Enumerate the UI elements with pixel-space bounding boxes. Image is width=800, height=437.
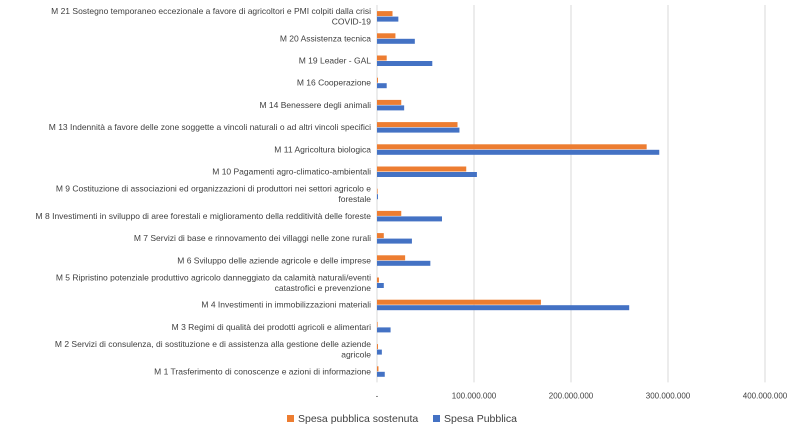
x-tick-label: 100.000.000 <box>452 391 497 400</box>
category-label-line: M 11 Agricoltura biologica <box>274 144 371 154</box>
bar-spesa-pubblica <box>377 349 382 355</box>
category-label: M 4 Investimenti in immobilizzazioni mat… <box>201 300 371 310</box>
bar-spesa-pubblica-sostenuta <box>377 344 378 350</box>
category-label-line: M 8 Investimenti in sviluppo di aree for… <box>36 211 372 221</box>
bar-spesa-pubblica-sostenuta <box>377 55 387 61</box>
bar-spesa-pubblica <box>377 260 431 266</box>
bar-spesa-pubblica <box>377 172 477 177</box>
category-label: M 20 Assistenza tecnica <box>280 33 371 43</box>
category-label-line: M 4 Investimenti in immobilizzazioni mat… <box>201 300 371 310</box>
bar-spesa-pubblica-sostenuta <box>377 321 378 327</box>
category-label: M 7 Servizi di base e rinnovamento dei v… <box>134 233 371 243</box>
category-label-line: M 2 Servizi di consulenza, di sostituzio… <box>55 339 371 349</box>
bar-spesa-pubblica-sostenuta <box>377 188 378 194</box>
category-label-line: M 19 Leader - GAL <box>299 56 372 66</box>
x-tick-label: 300.000.000 <box>646 391 691 400</box>
bar-spesa-pubblica <box>377 216 442 222</box>
bar-spesa-pubblica <box>377 16 399 22</box>
category-label: M 5 Ripristino potenziale produttivo agr… <box>56 272 371 293</box>
x-tick-label: 400.000.000 <box>743 391 788 400</box>
bar-spesa-pubblica <box>377 38 415 44</box>
category-label-line: M 3 Regimi di qualità dei prodotti agric… <box>172 322 371 332</box>
bar-spesa-pubblica <box>377 127 460 133</box>
bar-spesa-pubblica-sostenuta <box>377 33 396 39</box>
category-label-line: COVID-19 <box>332 16 371 26</box>
legend: Spesa pubblica sostenuta Spesa Pubblica <box>287 413 517 425</box>
bar-spesa-pubblica-sostenuta <box>377 210 402 216</box>
category-label: M 16 Cooperazione <box>297 78 371 88</box>
bar-spesa-pubblica-sostenuta <box>377 77 378 83</box>
bar-spesa-pubblica <box>377 105 405 111</box>
bar-spesa-pubblica <box>377 327 391 333</box>
category-label-line: M 1 Trasferimento di conoscenze e azioni… <box>154 366 371 376</box>
bar-spesa-pubblica <box>377 371 385 377</box>
category-label: M 10 Pagamenti agro-climatico-ambientali <box>212 167 371 177</box>
category-label: M 13 Indennità a favore delle zone sogge… <box>49 122 371 132</box>
category-label: M 1 Trasferimento di conoscenze e azioni… <box>154 366 371 376</box>
category-label-line: M 10 Pagamenti agro-climatico-ambientali <box>212 167 371 177</box>
category-label-line: forestale <box>338 194 371 204</box>
category-label: M 11 Agricoltura biologica <box>274 144 371 154</box>
legend-swatch <box>433 415 440 422</box>
category-label-line: M 5 Ripristino potenziale produttivo agr… <box>56 272 371 282</box>
category-label-line: M 20 Assistenza tecnica <box>280 33 371 43</box>
bar-spesa-pubblica <box>377 83 387 89</box>
category-label: M 21 Sostegno temporaneo eccezionale a f… <box>51 6 371 27</box>
bar-spesa-pubblica <box>377 238 412 244</box>
bar-spesa-pubblica <box>377 305 630 311</box>
category-label-line: M 13 Indennità a favore delle zone sogge… <box>49 122 371 132</box>
category-label-line: M 21 Sostegno temporaneo eccezionale a f… <box>51 6 371 16</box>
x-axis-tick-labels: - 100.000.000 200.000.000 300.000.000 400.00… <box>376 391 788 400</box>
x-tick-label: - <box>376 391 379 400</box>
category-label-line: M 16 Cooperazione <box>297 78 371 88</box>
gridlines <box>376 5 766 383</box>
bar-spesa-pubblica-sostenuta <box>377 144 647 150</box>
legend-label: Spesa Pubblica <box>444 413 517 425</box>
bar-spesa-pubblica-sostenuta <box>377 166 467 172</box>
bar-spesa-pubblica-sostenuta <box>377 11 393 17</box>
category-label-line: M 9 Costituzione di associazioni ed orga… <box>56 183 371 193</box>
bar-spesa-pubblica-sostenuta <box>377 277 379 283</box>
bar-spesa-pubblica-sostenuta <box>377 99 402 105</box>
bar-spesa-pubblica <box>377 194 378 200</box>
category-label-line: M 7 Servizi di base e rinnovamento dei v… <box>134 233 371 243</box>
category-label: M 3 Regimi di qualità dei prodotti agric… <box>172 322 371 332</box>
legend-label: Spesa pubblica sostenuta <box>298 413 418 425</box>
bar-spesa-pubblica <box>377 61 433 66</box>
category-label: M 14 Benessere degli animali <box>259 100 371 110</box>
category-label-line: agricole <box>341 349 371 359</box>
bar-spesa-pubblica <box>377 149 660 155</box>
category-label: M 6 Sviluppo delle aziende agricole e de… <box>177 255 371 265</box>
category-label: M 2 Servizi di consulenza, di sostituzio… <box>55 339 371 360</box>
category-label: M 8 Investimenti in sviluppo di aree for… <box>36 211 372 221</box>
category-label: M 9 Costituzione di associazioni ed orga… <box>56 183 371 204</box>
x-tick-label: 200.000.000 <box>549 391 594 400</box>
legend-swatch <box>287 415 294 422</box>
category-label-line: M 14 Benessere degli animali <box>259 100 371 110</box>
bar-spesa-pubblica-sostenuta <box>377 122 458 128</box>
category-label-line: M 6 Sviluppo delle aziende agricole e de… <box>177 255 371 265</box>
category-labels: M 21 Sostegno temporaneo eccezionale a f… <box>36 6 372 376</box>
bar-spesa-pubblica-sostenuta <box>377 299 541 305</box>
bars <box>377 11 660 377</box>
category-label: M 19 Leader - GAL <box>299 56 372 66</box>
category-label-line: catastrofici e prevenzione <box>275 283 372 293</box>
bar-spesa-pubblica <box>377 283 384 288</box>
bar-spesa-pubblica-sostenuta <box>377 255 406 261</box>
bar-spesa-pubblica-sostenuta <box>377 233 384 239</box>
bar-spesa-pubblica-sostenuta <box>377 366 379 372</box>
